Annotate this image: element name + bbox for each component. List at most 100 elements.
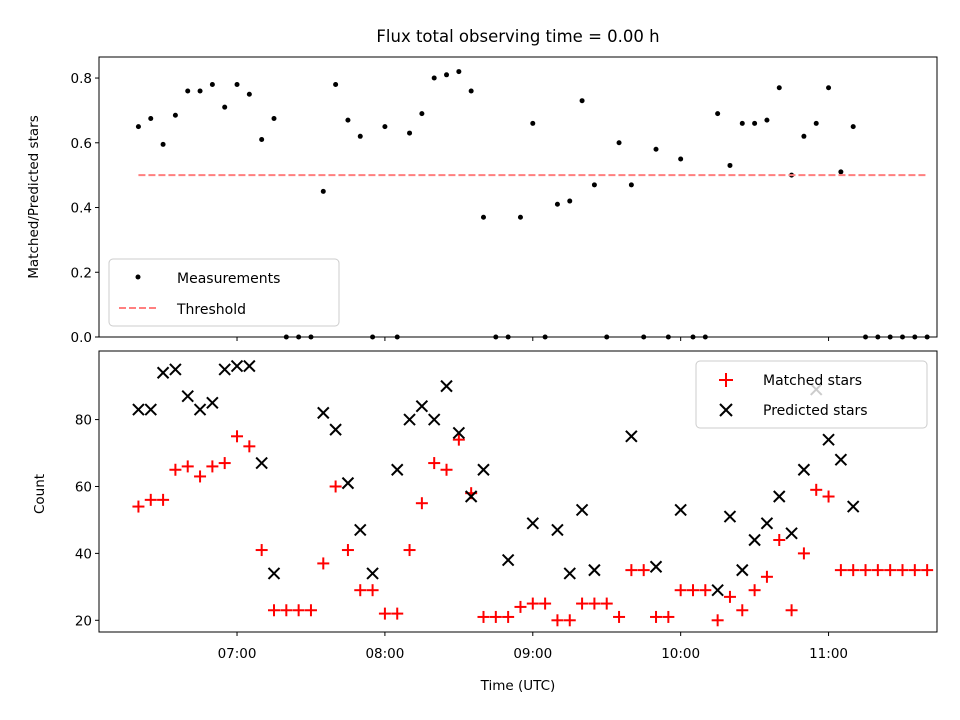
- legend-measurements-marker: [135, 274, 141, 280]
- predicted-star-point: [354, 523, 367, 537]
- y-tick-label: 0.0: [71, 330, 92, 346]
- predicted-star-point: [846, 500, 860, 513]
- y-tick-label: 0.2: [71, 265, 92, 281]
- legend-matched-label: Matched stars: [763, 373, 862, 389]
- predicted-star-point: [477, 463, 490, 476]
- matched-star-point: [267, 604, 280, 617]
- matched-star-point: [440, 463, 453, 476]
- matched-star-point: [489, 610, 502, 623]
- matched-star-point: [317, 557, 330, 570]
- matched-star-point: [551, 614, 564, 627]
- predicted-star-point: [132, 403, 145, 416]
- count-plot-area: [132, 359, 934, 627]
- matched-star-point: [576, 597, 589, 610]
- predicted-star-point: [169, 363, 182, 376]
- predicted-star-point: [341, 476, 355, 490]
- predicted-star-point: [575, 503, 589, 517]
- predicted-star-point: [366, 567, 379, 580]
- measurement-point: [209, 82, 215, 88]
- matched-star-point: [391, 607, 404, 620]
- predicted-star-point: [551, 523, 564, 537]
- x-tick-label: 09:00: [513, 646, 552, 662]
- y-tick-label: 0.6: [71, 136, 92, 152]
- measurement-point: [271, 116, 277, 122]
- matched-star-point: [674, 584, 687, 597]
- y-tick-label: 0.4: [71, 201, 92, 217]
- measurement-point: [739, 120, 745, 126]
- predicted-star-point: [403, 413, 416, 426]
- ratio-y-axis-label: Matched/Predicted stars: [26, 115, 42, 278]
- matched-star-point: [662, 610, 675, 623]
- predicted-star-point: [267, 567, 281, 580]
- ratio-x-axis: [236, 337, 830, 341]
- matched-star-point: [169, 463, 182, 476]
- measurement-point: [444, 72, 450, 78]
- measurement-point: [480, 214, 486, 220]
- measurement-point: [197, 88, 203, 94]
- x-tick-label: 07:00: [218, 646, 257, 662]
- matched-star-point: [477, 610, 490, 623]
- matched-star-point: [896, 564, 909, 577]
- matched-star-point: [206, 460, 219, 473]
- matched-star-point: [452, 433, 465, 446]
- ratio-y-axis: 0.0 0.2 0.4 0.6 0.8: [71, 71, 99, 346]
- measurement-point: [333, 82, 339, 88]
- y-tick-label: 80: [75, 413, 92, 429]
- ratio-panel: Flux total observing time = 0.00 h 0.00.…: [26, 27, 938, 346]
- matched-star-point: [884, 564, 897, 577]
- y-tick-label: 20: [75, 613, 92, 629]
- predicted-star-point: [773, 490, 786, 503]
- predicted-star-point: [391, 463, 404, 476]
- measurement-point: [579, 98, 585, 104]
- matched-star-point: [748, 584, 761, 597]
- measurement-point: [517, 214, 523, 220]
- predicted-star-point: [760, 517, 774, 530]
- measurement-point: [160, 141, 166, 147]
- matched-star-point: [600, 597, 613, 610]
- matched-star-point: [292, 604, 305, 617]
- measurement-point: [431, 75, 437, 81]
- matched-star-point: [539, 597, 552, 610]
- measurement-point: [616, 140, 622, 146]
- ratio-legend[interactable]: Measurements Threshold: [108, 258, 340, 327]
- measurement-point: [172, 112, 178, 118]
- matched-star-point: [329, 480, 342, 493]
- measurement-point: [801, 133, 807, 139]
- matched-star-point: [613, 610, 626, 623]
- measurement-point: [382, 124, 388, 130]
- predicted-star-point: [674, 503, 687, 517]
- count-legend[interactable]: Matched stars Predicted stars: [695, 360, 928, 429]
- legend-predicted-marker: [719, 403, 733, 417]
- predicted-star-point: [748, 533, 761, 547]
- matched-star-point: [723, 590, 736, 603]
- predicted-star-point: [452, 426, 466, 440]
- matched-star-point: [810, 483, 823, 496]
- matched-star-point: [650, 610, 663, 623]
- measurement-point: [530, 120, 536, 126]
- matched-star-point: [502, 610, 515, 623]
- measurement-point: [222, 104, 228, 110]
- count-x-axis: 07:00 08:00 09:00 10:00 11:00: [218, 632, 848, 662]
- predicted-star-point: [440, 379, 453, 393]
- measurement-point: [813, 120, 819, 126]
- matched-star-point: [415, 497, 428, 510]
- matched-star-point: [378, 607, 391, 620]
- matched-star-point: [231, 430, 244, 443]
- matched-star-point: [366, 584, 379, 597]
- count-panel: 20 40 60 80 07:00 08:00 09:00 10:00 11:00 Count…: [32, 350, 938, 694]
- predicted-star-point: [797, 463, 811, 476]
- x-axis-label: Time (UTC): [480, 678, 556, 694]
- predicted-star-point: [317, 406, 330, 420]
- predicted-star-point: [218, 363, 231, 376]
- matched-star-point: [514, 600, 527, 613]
- y-tick-label: 40: [75, 546, 92, 562]
- predicted-star-point: [736, 563, 749, 577]
- predicted-star-point: [563, 567, 576, 580]
- predicted-star-point: [206, 396, 219, 410]
- measurement-point: [678, 156, 684, 162]
- legend-threshold-label: Threshold: [176, 302, 246, 318]
- matched-star-point: [908, 564, 921, 577]
- measurement-point: [554, 201, 560, 207]
- matched-star-point: [403, 544, 416, 557]
- matched-star-point: [304, 604, 317, 617]
